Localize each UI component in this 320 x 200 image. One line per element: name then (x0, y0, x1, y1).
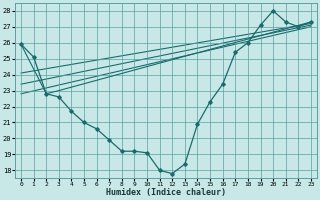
X-axis label: Humidex (Indice chaleur): Humidex (Indice chaleur) (106, 188, 226, 197)
